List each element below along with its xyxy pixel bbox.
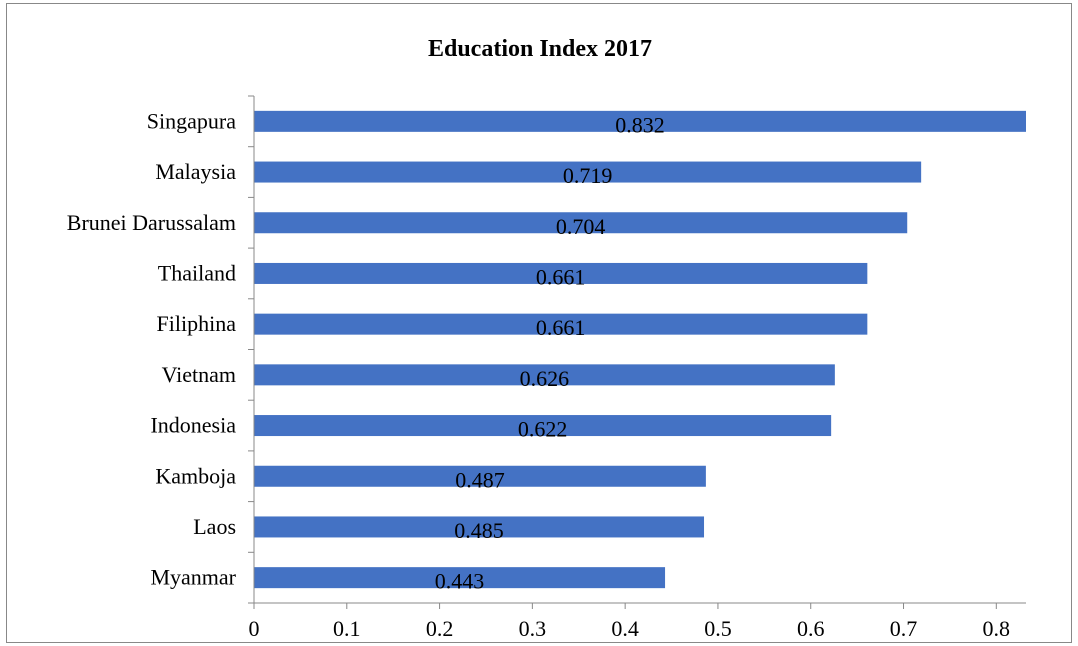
chart-svg: Education Index 2017 Singapura 0.832 Malay… — [67, 36, 1026, 641]
category-label: Thailand — [158, 260, 236, 285]
x-tick-label: 0.5 — [704, 616, 732, 641]
category-label: Vietnam — [162, 362, 236, 387]
x-tick-label: 0.6 — [797, 616, 825, 641]
data-label: 0.719 — [563, 163, 613, 188]
category-label: Myanmar — [150, 565, 236, 590]
bar-thailand — [254, 262, 868, 284]
data-label: 0.626 — [520, 366, 570, 391]
bar-malaysia — [254, 161, 922, 183]
x-tick-label: 0.7 — [890, 616, 918, 641]
bar-brunei-darussalam — [254, 212, 908, 234]
bars-group — [254, 110, 1026, 589]
data-label: 0.443 — [435, 569, 485, 594]
x-tick-label: 0.2 — [426, 616, 454, 641]
bar-singapura — [254, 110, 1026, 132]
bar-indonesia — [254, 415, 832, 437]
category-label: Kamboja — [155, 463, 236, 488]
x-tick-label: 0 — [249, 616, 260, 641]
x-tick-label: 0.1 — [333, 616, 361, 641]
category-label: Indonesia — [150, 413, 236, 438]
data-label: 0.661 — [536, 264, 586, 289]
bar-filiphina — [254, 313, 868, 335]
data-label: 0.661 — [536, 315, 586, 340]
x-tick-label: 0.4 — [611, 616, 639, 641]
axes-group — [248, 95, 1026, 609]
bar-laos — [254, 516, 705, 538]
bar-kamboja — [254, 465, 706, 487]
x-tick-label: 0.3 — [519, 616, 547, 641]
category-label: Filiphina — [157, 311, 237, 336]
data-label: 0.487 — [455, 467, 505, 492]
bar-myanmar — [254, 567, 666, 589]
category-label: Brunei Darussalam — [67, 210, 236, 235]
data-label: 0.832 — [615, 112, 665, 137]
labels-group: Singapura 0.832 Malaysia 0.719 Brunei Daruss… — [67, 108, 1010, 641]
category-label: Malaysia — [155, 159, 236, 184]
chart-frame: Education Index 2017 Singapura 0.832 Malay… — [6, 3, 1072, 643]
category-label: Laos — [193, 514, 236, 539]
category-label: Singapura — [147, 108, 236, 133]
data-label: 0.485 — [454, 518, 504, 543]
chart-title: Education Index 2017 — [428, 36, 652, 62]
data-label: 0.704 — [556, 214, 606, 239]
data-label: 0.622 — [518, 417, 568, 442]
bar-vietnam — [254, 364, 835, 386]
x-tick-label: 0.8 — [983, 616, 1011, 641]
